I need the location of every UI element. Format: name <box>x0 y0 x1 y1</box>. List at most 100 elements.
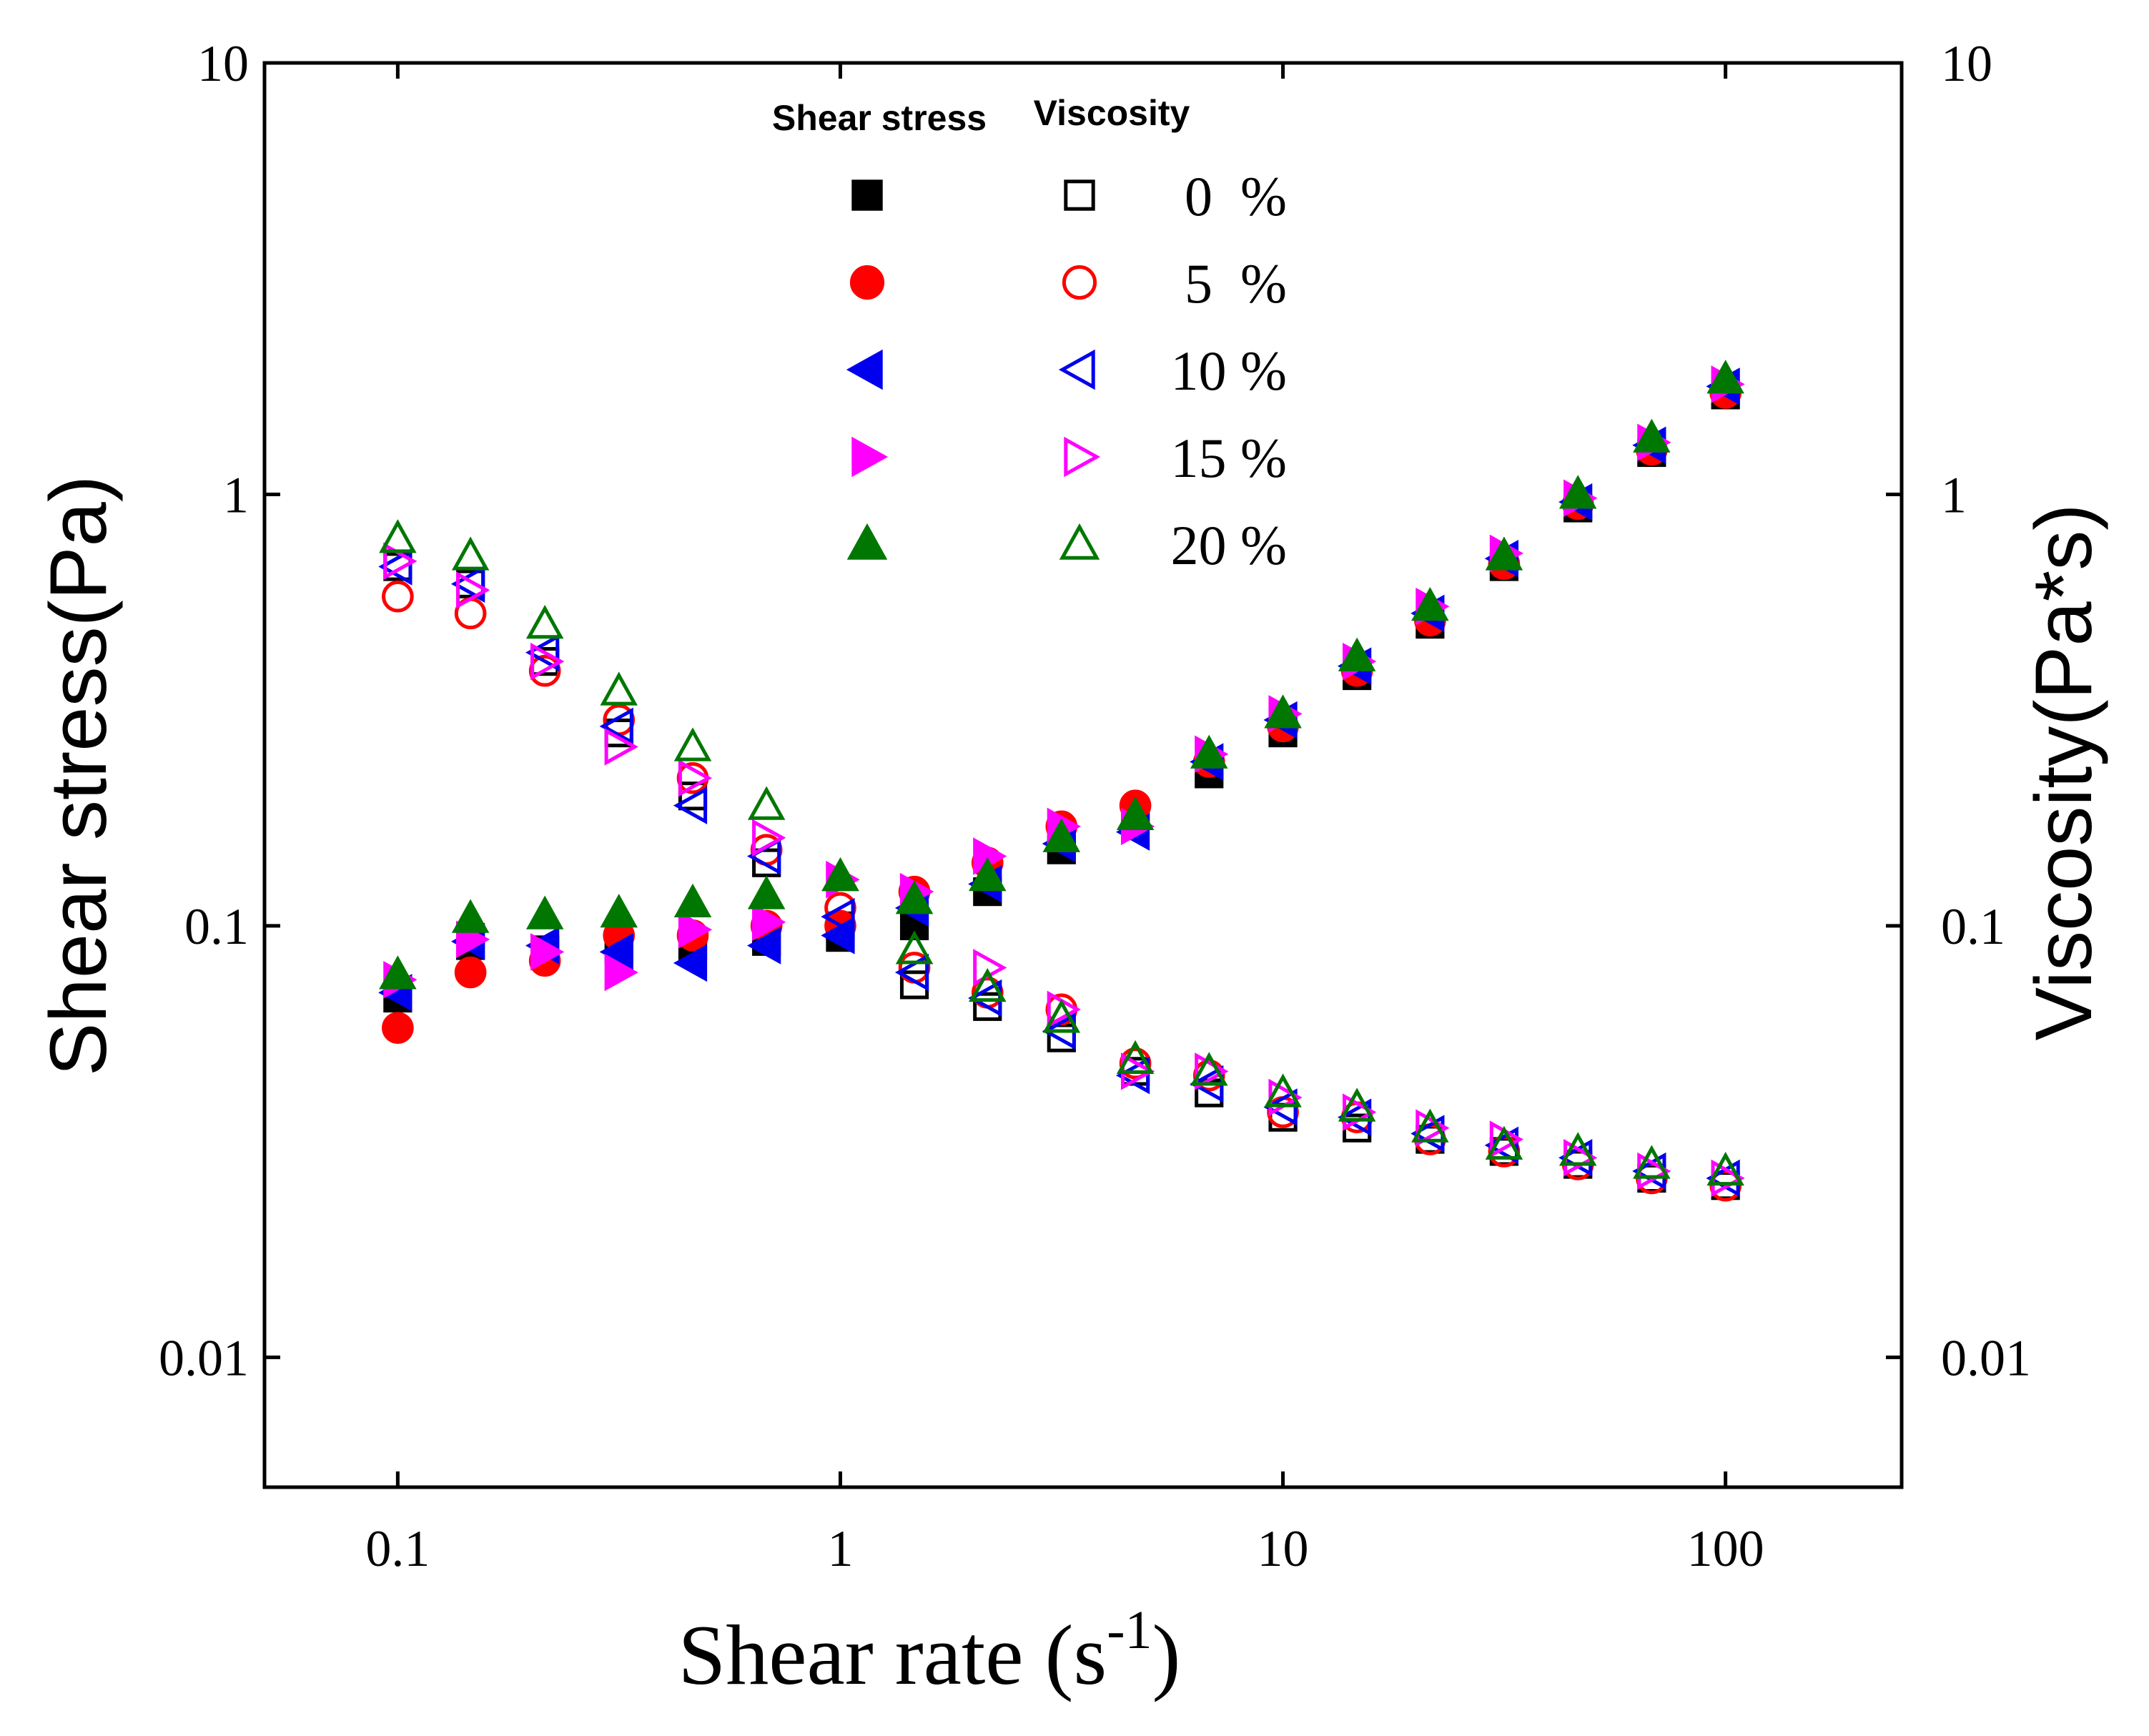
shear-stress-point <box>1264 694 1302 729</box>
shear-stress-point <box>604 953 638 992</box>
y-axis-right-title: Viscosity(Pa*s) <box>2019 503 2108 1040</box>
shear-stress-point <box>752 903 786 941</box>
viscosity-point <box>451 536 490 571</box>
shear-stress-point <box>382 1012 414 1044</box>
viscosity-point <box>600 671 638 706</box>
viscosity-point <box>969 967 1007 1002</box>
legend-marker-shear-stress <box>851 436 889 478</box>
viscosity-point <box>456 571 490 609</box>
viscosity-point <box>382 580 414 613</box>
shear-stress-point <box>1338 637 1376 671</box>
shear-stress-point <box>821 917 855 955</box>
legend-marker-shear-stress <box>846 349 883 390</box>
viscosity-point <box>1558 1132 1597 1166</box>
y-tick-label-left: 0.1 <box>184 898 249 955</box>
viscosity-point <box>1264 1073 1302 1108</box>
x-tick-label: 1 <box>827 1520 853 1577</box>
legend-label: 20 % <box>1171 514 1287 576</box>
shear-stress-point <box>821 857 859 892</box>
viscosity-point <box>530 642 565 681</box>
shear-stress-point <box>895 880 934 914</box>
shear-stress-point <box>673 944 708 982</box>
shear-stress-point <box>747 875 786 909</box>
legend-marker-viscosity <box>1062 265 1097 300</box>
shear-stress-point <box>451 899 490 933</box>
axis-ticks: 0.1 1 10 100 0.01 0.1 1 10 0.01 0.1 1 10 <box>159 35 2031 1577</box>
viscosity-point <box>1485 1125 1523 1160</box>
viscosity-point <box>604 728 638 766</box>
y-tick-label-left: 0.01 <box>159 1329 249 1386</box>
viscosity-point <box>1116 1040 1155 1074</box>
viscosity-point <box>894 953 929 992</box>
legend-marker-viscosity <box>1059 523 1100 560</box>
x-tick-label: 100 <box>1687 1520 1764 1577</box>
viscosity-point <box>968 979 1002 1017</box>
viscosity-point <box>895 930 934 965</box>
shear-stress-point <box>673 883 712 917</box>
y-tick-label-left: 1 <box>223 466 249 523</box>
shear-stress-point <box>1485 536 1523 571</box>
viscosity-point <box>821 897 855 936</box>
viscosity-point <box>383 542 418 581</box>
viscosity-point <box>1115 1056 1150 1095</box>
shear-stress-point <box>379 955 417 990</box>
y-tick-label-right: 10 <box>1941 35 1992 92</box>
series-group <box>379 360 1744 1186</box>
viscosity-point <box>450 565 485 603</box>
x-tick-label: 10 <box>1258 1520 1309 1577</box>
shear-stress-point <box>599 933 633 971</box>
shear-stress-point <box>530 933 565 971</box>
plot-area <box>262 61 1904 1489</box>
legend-marker-viscosity <box>1064 436 1101 478</box>
viscosity-point <box>747 786 786 820</box>
legend-marker-viscosity <box>1058 349 1095 390</box>
y-tick-label-right: 0.01 <box>1941 1329 2031 1386</box>
viscosity-point <box>1047 990 1081 1029</box>
viscosity-point <box>1411 1108 1449 1143</box>
shear-stress-point <box>525 895 564 929</box>
x-axis-title-superscript: -1 <box>1107 1600 1152 1660</box>
legend-label: 10 % <box>1171 340 1287 402</box>
viscosity-point <box>673 727 712 761</box>
legend-header-viscosity: Viscosity <box>1034 93 1190 133</box>
y-tick-label-left: 10 <box>197 35 249 92</box>
viscosity-point <box>1484 1126 1518 1165</box>
shear-stress-point <box>1190 734 1228 769</box>
viscosity-point <box>525 633 560 671</box>
legend-label: 0 % <box>1185 165 1287 227</box>
legend-header-shear-stress: Shear stress <box>772 98 987 138</box>
viscosity-point <box>752 819 786 857</box>
viscosity-point <box>678 759 713 797</box>
axis-titles: Shear rate (s-1) Shear stress(Pa) Viscos… <box>34 475 2108 1702</box>
legend: Shear stress Viscosity 0 % 5 % 10 % 15 % 20 … <box>772 93 1287 576</box>
shear-stress-point <box>600 894 638 928</box>
shear-stress-point <box>454 956 487 989</box>
viscosity-point <box>525 604 564 639</box>
shear-stress-point <box>1411 586 1449 621</box>
data-markers <box>378 360 1745 1202</box>
shear-stress-point <box>1116 796 1155 830</box>
x-tick-label: 0.1 <box>365 1520 430 1577</box>
y-axis-left-title: Shear stress(Pa) <box>34 475 123 1076</box>
viscosity-point <box>1633 1145 1671 1179</box>
legend-marker-shear-stress <box>849 265 885 300</box>
x-axis-title-suffix: ) <box>1152 1607 1181 1702</box>
legend-label: 5 % <box>1185 252 1287 315</box>
x-axis-title-main: Shear rate (s <box>678 1607 1107 1702</box>
shear-stress-point <box>969 857 1007 892</box>
viscosity-point <box>1042 999 1081 1033</box>
y-tick-label-right: 1 <box>1941 466 1967 523</box>
legend-label: 15 % <box>1171 427 1287 489</box>
plot-frame <box>262 61 1904 1489</box>
shear-stress-point <box>1042 818 1081 852</box>
x-axis-title: Shear rate (s-1) <box>678 1600 1181 1702</box>
viscosity-point <box>378 548 412 586</box>
viscosity-point <box>1195 1052 1229 1090</box>
legend-marker-viscosity <box>1064 179 1095 211</box>
legend-marker-shear-stress <box>851 179 883 211</box>
shear-stress-point <box>747 927 781 965</box>
viscosity-point <box>599 707 633 746</box>
viscosity-point <box>1338 1088 1376 1122</box>
